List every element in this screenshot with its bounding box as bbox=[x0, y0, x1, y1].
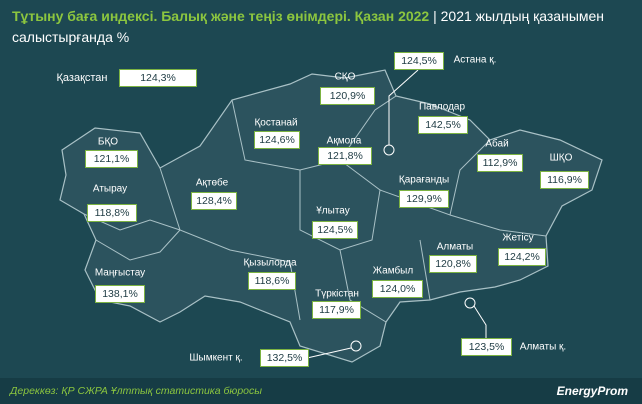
region-value: 128,4% bbox=[191, 192, 237, 210]
region-value: 117,9% bbox=[312, 301, 361, 319]
region-name: Павлодар bbox=[418, 101, 466, 113]
country-shape bbox=[59, 69, 603, 363]
subtitle: 2021 жылдың қазанымен салыстырғанда % bbox=[12, 8, 605, 45]
region-name: Жетісу bbox=[502, 232, 534, 244]
region-value: 132,5% bbox=[260, 349, 309, 367]
region-value: 123,5% bbox=[461, 338, 512, 356]
region-name: Алматы қ. bbox=[519, 341, 567, 353]
region-name: Жамбыл bbox=[372, 265, 414, 277]
region-name: ШҚО bbox=[549, 152, 573, 164]
separator: | bbox=[433, 8, 437, 24]
region-name: Қостанай bbox=[254, 117, 298, 129]
region-name: Атырау bbox=[92, 183, 128, 195]
callouts bbox=[306, 69, 487, 359]
region-name: Қарағанды bbox=[398, 174, 450, 186]
region-value: 138,1% bbox=[95, 285, 145, 303]
region-value: 120,9% bbox=[320, 87, 375, 105]
region-value: 124,5% bbox=[394, 52, 444, 70]
region-value: 121,1% bbox=[85, 150, 138, 168]
region-value: 124,0% bbox=[372, 280, 423, 298]
region-value: 129,9% bbox=[399, 190, 449, 208]
title-text: Тұтыну баға индексі. Балық және теңіз өн… bbox=[12, 8, 430, 24]
region-name: Шымкент қ. bbox=[189, 352, 243, 364]
region-value: 124,3% bbox=[119, 69, 197, 87]
region-name: Ақмола bbox=[326, 135, 362, 147]
brand: EnergyProm bbox=[556, 384, 628, 398]
title: Тұтыну баға индексі. Балық және теңіз өн… bbox=[12, 6, 612, 48]
region-name: Астана қ. bbox=[453, 54, 497, 66]
region-value: 124,6% bbox=[254, 131, 300, 149]
region-name: Ақтөбе bbox=[195, 177, 229, 189]
region-name: Қазақстан bbox=[56, 72, 108, 84]
region-value: 124,5% bbox=[312, 221, 358, 239]
region-name: БҚО bbox=[97, 136, 119, 148]
region-value: 116,9% bbox=[540, 171, 589, 189]
region-name: СҚО bbox=[334, 71, 356, 83]
footer: Дереккөз: ҚР СЖРА Ұлттық статистика бюро… bbox=[0, 378, 642, 404]
region-value: 142,5% bbox=[418, 116, 468, 134]
region-value: 120,8% bbox=[429, 255, 477, 273]
region-name: Түркістан bbox=[315, 288, 359, 300]
region-name: Маңғыстау bbox=[94, 267, 146, 279]
region-name: Абай bbox=[485, 138, 509, 150]
source: Дереккөз: ҚР СЖРА Ұлттық статистика бюро… bbox=[10, 385, 262, 397]
region-name: Ұлытау bbox=[316, 205, 350, 217]
region-value: 121,8% bbox=[318, 147, 372, 165]
region-value: 124,2% bbox=[498, 248, 546, 266]
region-name: Алматы bbox=[436, 241, 474, 253]
region-value: 118,6% bbox=[248, 272, 296, 290]
region-name: Қызылорда bbox=[243, 257, 297, 269]
region-value: 118,8% bbox=[87, 204, 137, 222]
region-value: 112,9% bbox=[477, 154, 523, 172]
